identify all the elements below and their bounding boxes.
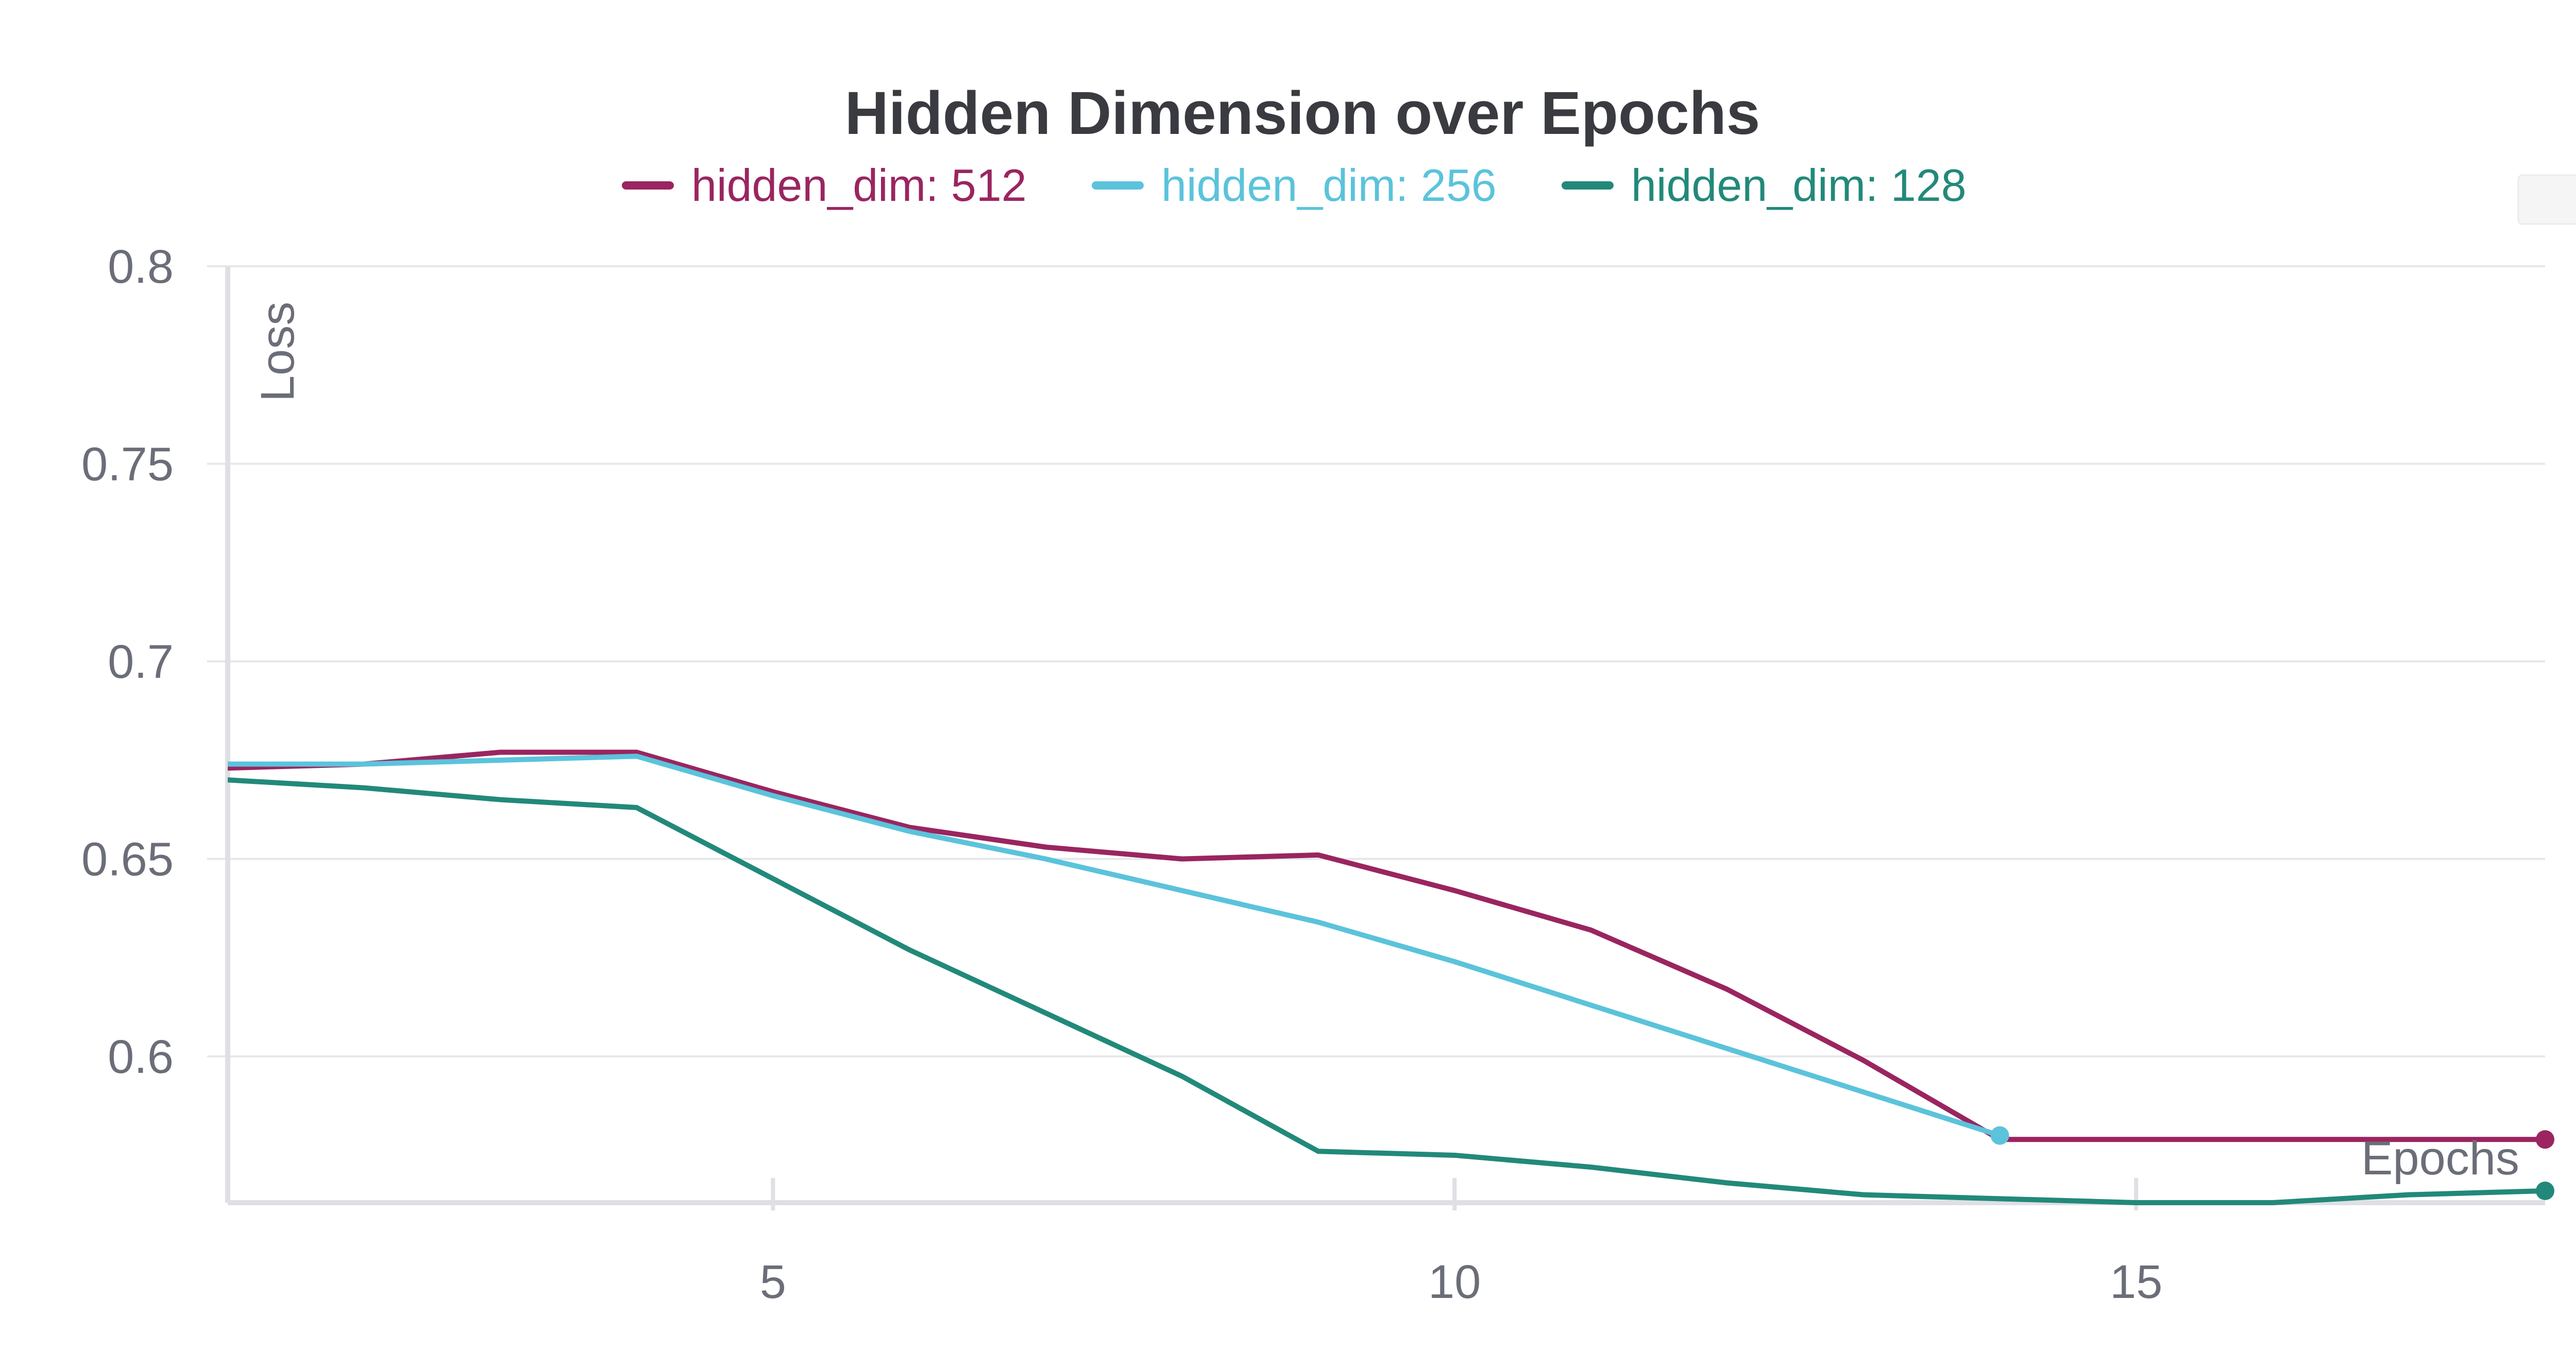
y-tick-label: 0.7 <box>108 636 174 688</box>
legend-label: hidden_dim: 256 <box>1161 160 1497 211</box>
legend-label: hidden_dim: 128 <box>1631 160 1967 211</box>
series-group <box>228 749 2554 1205</box>
x-axis-label: Epochs <box>2361 1132 2519 1185</box>
legend-item-2[interactable]: hidden_dim: 128 <box>1562 160 1967 211</box>
legend-label: hidden_dim: 512 <box>691 160 1027 211</box>
gridlines <box>228 265 2545 1058</box>
x-tick-label: 15 <box>2110 1256 2162 1308</box>
y-tick-label: 0.75 <box>81 438 174 491</box>
y-axis-label: Loss <box>251 302 304 402</box>
y-tick-label: 0.8 <box>108 241 174 293</box>
legend-item-0[interactable]: hidden_dim: 512 <box>622 160 1027 211</box>
axes: 0.6 0.65 0.7 0.75 0.8 5 10 15 <box>81 241 2545 1308</box>
series-end-point-0[interactable] <box>2536 1130 2554 1149</box>
series-line-0[interactable] <box>228 749 2548 1142</box>
legend: hidden_dim: 512 hidden_dim: 256 hidden_dim… <box>622 160 1967 211</box>
chart-menu-button[interactable] <box>2517 174 2576 225</box>
series-line-1[interactable] <box>228 754 2003 1138</box>
legend-item-1[interactable]: hidden_dim: 256 <box>1092 160 1497 211</box>
series-end-point-2[interactable] <box>2536 1181 2554 1200</box>
x-tick-label: 10 <box>1428 1256 1481 1308</box>
y-tick-label: 0.65 <box>81 833 174 886</box>
series-end-point-1[interactable] <box>1990 1126 2009 1145</box>
chart-title: Hidden Dimension over Epochs <box>845 79 1760 147</box>
series-line-2[interactable] <box>228 777 2548 1205</box>
x-tick-label: 5 <box>760 1256 786 1308</box>
y-tick-label: 0.6 <box>108 1031 174 1083</box>
